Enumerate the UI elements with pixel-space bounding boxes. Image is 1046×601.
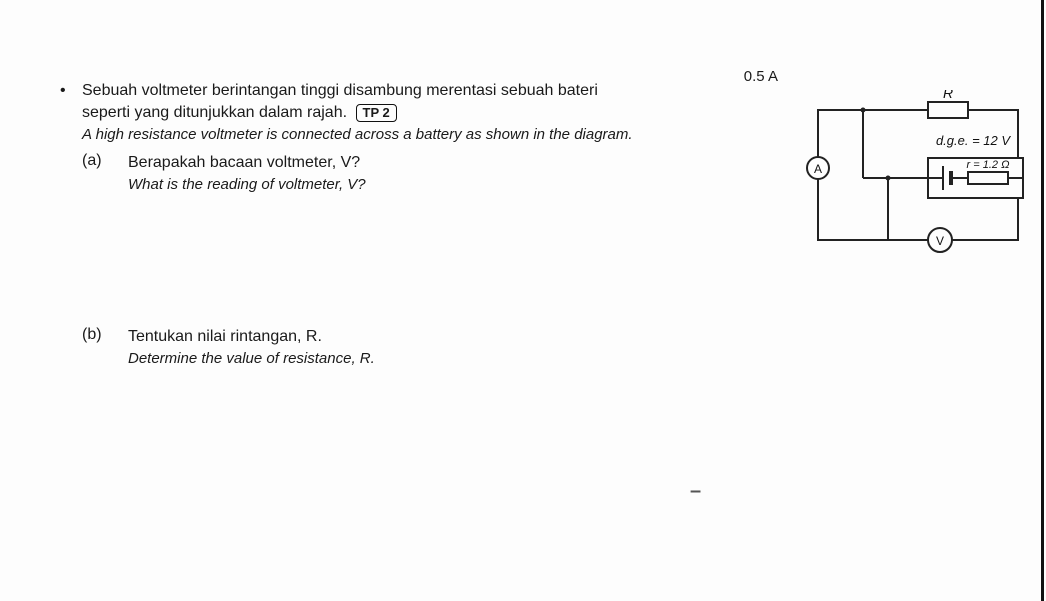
emf-label: d.g.e. = 12 V [936,133,1011,148]
circuit-diagram: A R d.g.e. = 12 V r = 1.2 Ω [788,90,1038,260]
voltmeter-symbol: V [936,234,944,248]
part-a-label: (a) [82,152,110,196]
resistor-label: R [943,90,953,101]
bullet-dot: • [60,80,70,146]
page-right-border [1041,0,1044,601]
ammeter-reading-label: 0.5 A [744,68,778,85]
part-b-main: Tentukan nilai rintangan, R. [128,326,375,348]
part-b: (b) Tentukan nilai rintangan, R. Determi… [82,326,1006,370]
part-a-sub: What is the reading of voltmeter, V? [128,174,366,196]
question-line-2-text: seperti yang ditunjukkan dalam rajah. [82,104,347,121]
part-b-sub: Determine the value of resistance, R. [128,348,375,370]
question-line-2: seperti yang ditunjukkan dalam rajah. TP… [82,102,633,124]
question-line-1: Sebuah voltmeter berintangan tinggi disa… [82,80,633,102]
part-a-main: Berapakah bacaan voltmeter, V? [128,152,366,174]
stray-dash: – [690,480,701,503]
ammeter-value: 0.5 A [744,68,778,85]
part-b-label: (b) [82,326,110,370]
tp-badge: TP 2 [356,104,397,122]
question-text-block: Sebuah voltmeter berintangan tinggi disa… [82,80,633,146]
question-line-3-italic: A high resistance voltmeter is connected… [82,124,633,146]
ammeter-symbol: A [814,162,822,176]
internal-r-label: r = 1.2 Ω [967,159,1010,171]
